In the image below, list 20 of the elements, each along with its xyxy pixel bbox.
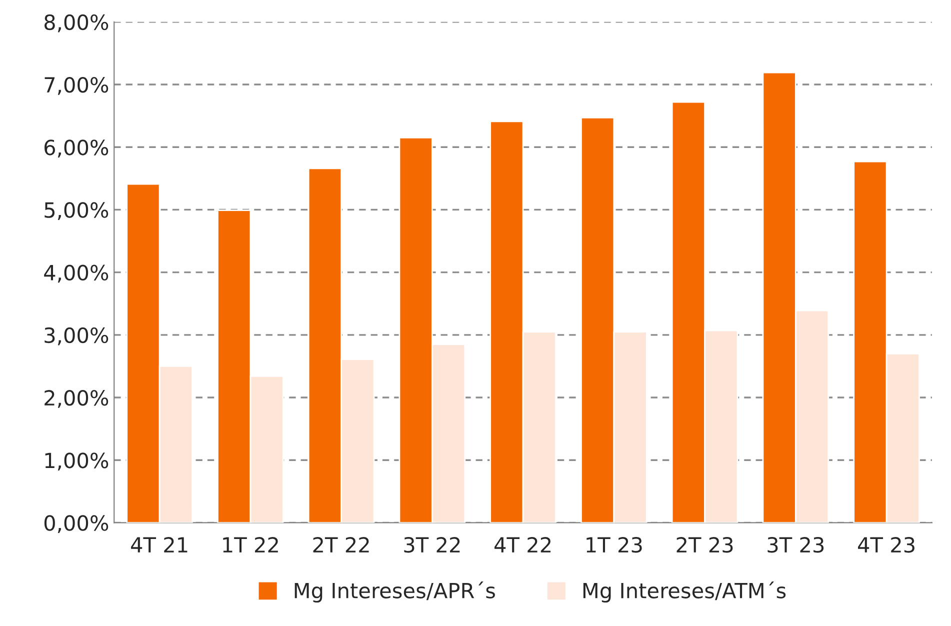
x-tick-label: 2T 22 (313, 536, 369, 552)
y-tick-label: 6,00% (44, 140, 108, 158)
legend-label: Mg Intereses/ATM´s (583, 582, 786, 603)
x-tick-label: 2T 23 (676, 536, 733, 553)
legend-label: Mg Intereses/APR´s (294, 582, 495, 603)
y-tick-label: 2,00% (44, 390, 108, 408)
y-tick-label: 8,00% (44, 14, 108, 32)
y-tick-label: 1,00% (45, 452, 108, 470)
y-tick-label: 4,00% (44, 264, 108, 283)
x-tick-label: 3T 22 (404, 536, 460, 553)
x-tick-label: 3T 23 (768, 536, 824, 553)
y-tick-label: 7,00% (44, 76, 108, 95)
y-tick-label: 5,00% (44, 202, 108, 220)
x-tick-label: 1T 22 (223, 536, 278, 552)
x-tick-label: 4T 23 (858, 536, 914, 553)
y-tick-label: 0,00% (44, 515, 108, 534)
x-tick-label: 1T 23 (586, 536, 642, 553)
x-tick-label: 4T 21 (131, 536, 188, 552)
y-tick-label: 3,00% (44, 327, 108, 346)
x-tick-label: 4T 22 (494, 536, 551, 552)
